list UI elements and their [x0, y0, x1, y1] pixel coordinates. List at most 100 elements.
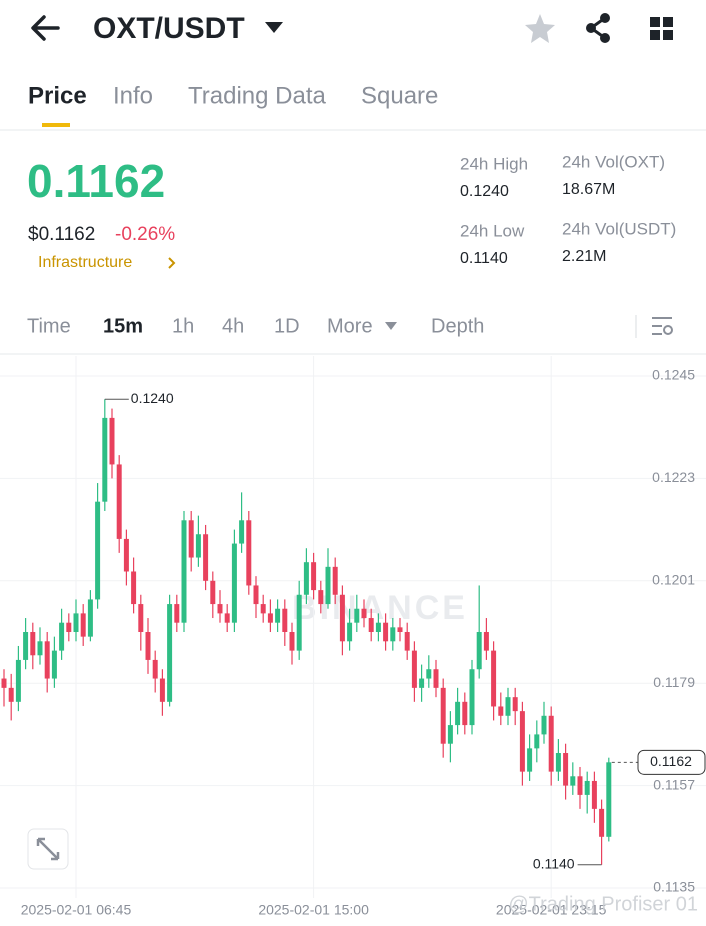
candle-body [95, 501, 101, 600]
candle-body [411, 650, 417, 688]
favorite-star[interactable] [525, 14, 555, 43]
tab-indicator [42, 123, 70, 127]
candle-body [131, 571, 137, 605]
candle-body [404, 632, 410, 651]
menu-grid[interactable] [650, 17, 673, 40]
y-tick-label: 0.1179 [653, 674, 695, 690]
candle-body [491, 650, 497, 707]
interval-tab[interactable]: More [327, 315, 373, 337]
credit-watermark: @Trading Profiser 01 [508, 893, 698, 915]
interval-tab[interactable]: Time [27, 315, 71, 337]
candle-body [599, 808, 605, 837]
candle-body [469, 669, 475, 726]
y-tick-label: 0.1135 [653, 879, 695, 895]
candle-body [167, 604, 173, 702]
sector-arrow [168, 257, 176, 269]
y-tick-label: 0.1223 [652, 469, 695, 485]
interval-tab[interactable]: 4h [222, 315, 244, 337]
last-price-label: 0.1162 [650, 753, 692, 769]
candle-body [570, 776, 576, 786]
candle-body [275, 608, 281, 623]
stat-value: 18.67M [562, 181, 615, 198]
tab[interactable]: Info [113, 82, 153, 109]
candle-body [303, 562, 309, 595]
candle-body [260, 604, 266, 614]
stat-label: 24h High [460, 154, 528, 173]
candle-body [311, 562, 317, 591]
candle-body [73, 613, 79, 632]
candle-body [80, 613, 86, 637]
candle-body [231, 543, 237, 623]
candle-body [37, 641, 43, 656]
candle-body [426, 669, 432, 679]
expand-button[interactable] [27, 828, 69, 870]
chart-settings[interactable] [652, 317, 673, 335]
candle-body [30, 632, 36, 656]
candle-body [390, 627, 396, 642]
last-price-tag [637, 749, 706, 775]
candle-body [1, 678, 7, 688]
tab[interactable]: Trading Data [188, 82, 327, 109]
more-dropdown[interactable] [385, 322, 397, 330]
candle-body [606, 762, 612, 837]
candle-body [339, 594, 345, 642]
candle-body [152, 659, 158, 679]
candle-body [138, 604, 144, 632]
y-tick-label: 0.1201 [652, 572, 695, 588]
candle-body [519, 711, 525, 772]
stat-value: 2.21M [562, 248, 606, 265]
candle-body [476, 632, 482, 670]
candle-body [66, 622, 72, 632]
stat-label: 24h Low [460, 221, 525, 240]
candle-body [59, 622, 65, 651]
candle-body [548, 715, 554, 772]
candle-body [577, 776, 583, 795]
pair-title[interactable]: OXT/USDT [93, 12, 245, 45]
interval-tab[interactable]: 15m [103, 315, 143, 337]
candle-body [591, 780, 597, 809]
candle-body [123, 538, 129, 572]
interval-tab[interactable]: 1h [172, 315, 194, 337]
candle-body [145, 632, 151, 660]
sector-tag[interactable]: Infrastructure [38, 254, 132, 271]
candle-body [354, 608, 360, 623]
candle-body [368, 618, 374, 632]
candle-body [462, 701, 468, 726]
candle-body [217, 604, 223, 614]
candle-body [447, 725, 453, 744]
candle-body [246, 520, 252, 586]
candle-body [419, 678, 425, 688]
candle-body [541, 715, 547, 735]
candle-body [87, 599, 93, 637]
candle-body [347, 622, 353, 642]
interval-tab[interactable]: 1D [274, 315, 300, 337]
candle-body [512, 697, 518, 712]
candle-body [505, 697, 511, 716]
y-tick-label: 0.1157 [653, 776, 695, 792]
share-button[interactable] [586, 13, 610, 43]
candle-body [455, 701, 461, 726]
tab[interactable]: Square [361, 82, 438, 109]
candle-body [498, 706, 504, 716]
back-button[interactable] [31, 15, 60, 41]
candle-body [440, 687, 446, 744]
candle-body [289, 632, 295, 651]
tab[interactable]: Price [28, 82, 87, 109]
candle-body [188, 520, 194, 558]
candle-body [15, 659, 21, 702]
pair-dropdown[interactable] [265, 22, 283, 33]
stat-value: 0.1140 [460, 250, 508, 267]
candle-body [203, 534, 209, 581]
price-change: -0.26% [115, 224, 175, 245]
candle-body [483, 632, 489, 651]
candle-body [433, 669, 439, 688]
low-label: 0.1140 [533, 855, 575, 871]
candle-body [325, 566, 331, 605]
candle-body [267, 613, 273, 623]
x-tick-label: 2025-02-01 23:15 [496, 902, 607, 918]
interval-tab[interactable]: Depth [431, 315, 484, 337]
candle-body [239, 520, 245, 544]
candle-body [23, 632, 29, 660]
